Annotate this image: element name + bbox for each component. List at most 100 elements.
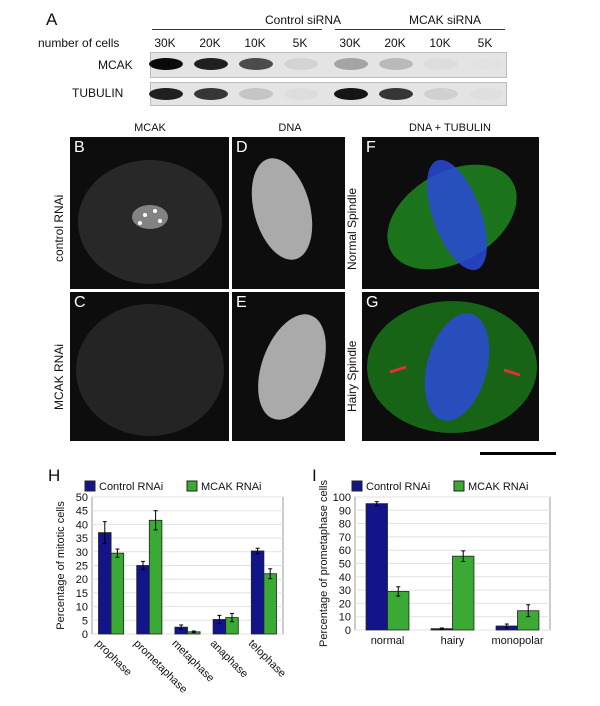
y-tick-label: 20	[76, 574, 88, 586]
blot-band	[284, 88, 318, 100]
arrow-left-pole	[389, 365, 407, 374]
column-header-mcak: MCAK	[134, 122, 166, 134]
micrograph-g-hairy-spindle: G	[362, 292, 539, 441]
bar-mcak-rnai	[387, 591, 410, 631]
micrograph-d-dna-control: D	[232, 137, 345, 289]
y-tick-label: 100	[333, 492, 351, 504]
bar-mcak-rnai	[110, 552, 125, 635]
y-tick-label: 60	[339, 545, 351, 557]
panel-label-d: D	[236, 139, 248, 156]
panel-label-c: C	[74, 294, 86, 311]
blot-band	[194, 58, 228, 70]
legend-swatch	[186, 480, 198, 492]
legend-label: MCAK RNAi	[468, 481, 529, 493]
y-axis-label: Percentage of prometaphase cells	[318, 480, 330, 647]
panel-label-i: I	[312, 466, 317, 485]
blot-band	[334, 88, 368, 100]
blot-strip-tubulin	[149, 82, 507, 106]
panel-label-f: F	[366, 139, 376, 156]
blot-band	[194, 88, 228, 100]
legend-label: Control RNAi	[99, 481, 163, 493]
panel-label-a: A	[46, 10, 58, 29]
row-label-mcak: MCAK	[98, 58, 133, 72]
y-tick-label: 70	[339, 532, 351, 544]
legend-label: MCAK RNAi	[201, 481, 262, 493]
panel-label-g: G	[366, 294, 379, 311]
lane-label: 20K	[384, 36, 406, 50]
legend-swatch	[351, 480, 363, 492]
row-header: number of cells	[38, 36, 120, 50]
panel-label-h: H	[48, 466, 61, 485]
y-tick-label: 50	[76, 492, 88, 504]
y-tick-label: 10	[339, 612, 351, 624]
lane-label: 5K	[292, 36, 308, 50]
bar-mcak-rnai	[148, 519, 163, 635]
blot-band	[424, 58, 458, 70]
blot-band	[149, 58, 183, 70]
panel-label-b: B	[74, 139, 85, 156]
blot-band	[334, 58, 368, 70]
y-tick-label: 35	[76, 533, 88, 545]
x-tick-label: prophase	[93, 638, 134, 679]
blot-band	[239, 58, 273, 70]
divider	[152, 29, 322, 30]
y-tick-label: 0	[345, 625, 351, 637]
bar-control-rnai	[136, 565, 150, 635]
y-axis-label: Percentage of mitotic cells	[55, 501, 67, 630]
y-tick-label: 40	[339, 572, 351, 584]
y-tick-label: 10	[76, 602, 88, 614]
y-tick-label: 30	[76, 547, 88, 559]
blot-band	[469, 88, 503, 100]
lane-label: 30K	[154, 36, 176, 50]
x-tick-label: monopolar	[492, 635, 544, 647]
y-tick-label: 90	[339, 505, 351, 517]
blot-strip-mcak	[149, 52, 507, 78]
spindle-label-hairy: Hairy Spindle	[345, 340, 359, 412]
bar-mcak-rnai	[263, 573, 277, 635]
y-tick-label: 5	[82, 615, 88, 627]
y-tick-label: 45	[76, 506, 88, 518]
arrow-right-pole	[503, 368, 521, 377]
bar-mcak-rnai	[452, 555, 475, 631]
divider	[335, 29, 505, 30]
x-tick-label: telophase	[246, 638, 288, 680]
y-tick-label: 15	[76, 588, 88, 600]
x-tick-label: normal	[371, 635, 405, 647]
x-tick-label: hairy	[441, 635, 465, 647]
lane-label: 10K	[244, 36, 266, 50]
blot-band	[239, 88, 273, 100]
blot-band	[284, 58, 318, 70]
micrograph-c-mcak-knockdown: C	[70, 292, 229, 441]
blot-band	[149, 88, 183, 100]
lane-label: 5K	[477, 36, 493, 50]
column-header-dna: DNA	[278, 122, 302, 134]
spindle-label-normal: Normal Spindle	[345, 187, 359, 270]
group-header-control: Control siRNA	[264, 13, 342, 27]
bar-control-rnai	[365, 503, 388, 631]
panel-label-e: E	[236, 294, 247, 311]
legend-swatch	[84, 480, 96, 492]
y-tick-label: 25	[76, 561, 88, 573]
column-header-dna-tubulin: DNA + TUBULIN	[408, 122, 492, 134]
row-label-tubulin: TUBULIN	[72, 86, 124, 100]
lane-label: 10K	[429, 36, 451, 50]
blot-band	[379, 88, 413, 100]
row-label-control: control RNAi	[52, 194, 66, 262]
y-tick-label: 0	[82, 629, 88, 641]
blot-band	[379, 58, 413, 70]
row-label-mcak-rnai: MCAK RNAi	[52, 343, 66, 410]
y-tick-label: 50	[339, 559, 351, 571]
bar-control-rnai	[98, 532, 112, 635]
group-header-mcak: MCAK siRNA	[408, 13, 481, 27]
micrograph-b-mcak-control: B	[70, 137, 229, 289]
blot-band	[469, 58, 503, 70]
y-tick-label: 80	[339, 519, 351, 531]
bar-control-rnai	[250, 550, 265, 635]
blot-band	[424, 88, 458, 100]
legend-label: Control RNAi	[366, 481, 430, 493]
y-tick-label: 20	[339, 598, 351, 610]
y-tick-label: 30	[339, 585, 351, 597]
legend-swatch	[453, 480, 465, 492]
